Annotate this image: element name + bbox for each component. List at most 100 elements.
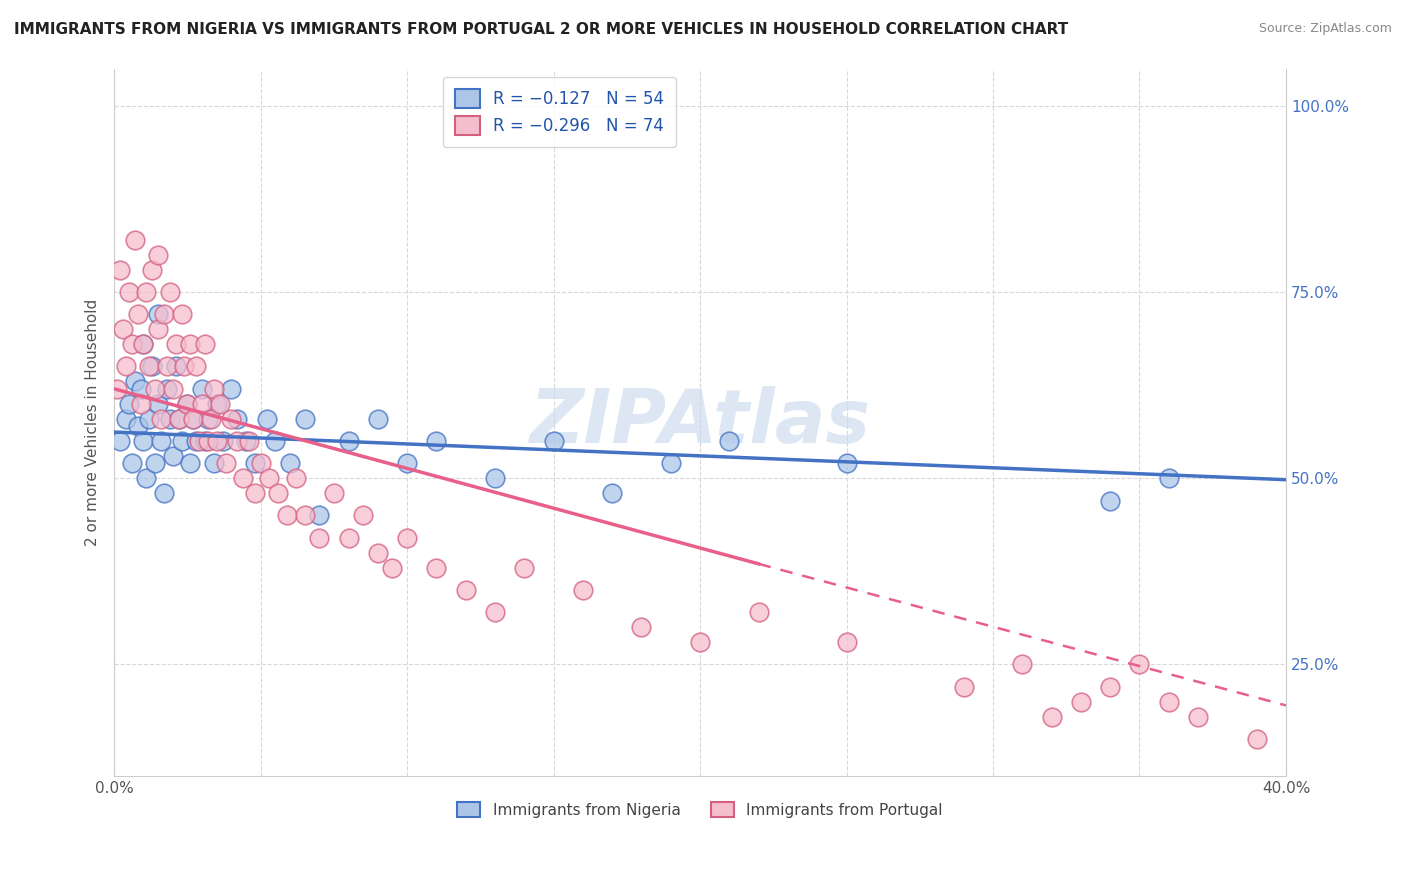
- Point: [1040, 709, 1063, 723]
- Point: [156, 359, 179, 374]
- Point: [322, 486, 344, 500]
- Point: [425, 560, 447, 574]
- Point: [226, 411, 249, 425]
- Point: [135, 285, 157, 299]
- Point: [243, 486, 266, 500]
- Legend: Immigrants from Nigeria, Immigrants from Portugal: Immigrants from Nigeria, Immigrants from…: [450, 794, 950, 825]
- Point: [194, 337, 217, 351]
- Point: [146, 248, 169, 262]
- Point: [425, 434, 447, 448]
- Point: [111, 322, 134, 336]
- Point: [543, 434, 565, 448]
- Point: [179, 456, 201, 470]
- Point: [484, 471, 506, 485]
- Point: [146, 307, 169, 321]
- Point: [176, 397, 198, 411]
- Point: [256, 411, 278, 425]
- Point: [202, 456, 225, 470]
- Point: [278, 456, 301, 470]
- Point: [367, 546, 389, 560]
- Point: [221, 411, 243, 425]
- Point: [146, 322, 169, 336]
- Text: IMMIGRANTS FROM NIGERIA VS IMMIGRANTS FROM PORTUGAL 2 OR MORE VEHICLES IN HOUSEH: IMMIGRANTS FROM NIGERIA VS IMMIGRANTS FR…: [14, 22, 1069, 37]
- Text: Source: ZipAtlas.com: Source: ZipAtlas.com: [1258, 22, 1392, 36]
- Point: [108, 262, 131, 277]
- Point: [718, 434, 741, 448]
- Point: [108, 434, 131, 448]
- Point: [308, 508, 330, 523]
- Point: [162, 449, 184, 463]
- Point: [165, 337, 187, 351]
- Point: [689, 635, 711, 649]
- Point: [264, 434, 287, 448]
- Point: [1099, 493, 1122, 508]
- Point: [121, 456, 143, 470]
- Point: [1070, 695, 1092, 709]
- Point: [156, 382, 179, 396]
- Point: [170, 307, 193, 321]
- Point: [367, 411, 389, 425]
- Point: [162, 382, 184, 396]
- Point: [118, 397, 141, 411]
- Point: [249, 456, 271, 470]
- Point: [381, 560, 404, 574]
- Y-axis label: 2 or more Vehicles in Household: 2 or more Vehicles in Household: [86, 299, 100, 546]
- Point: [267, 486, 290, 500]
- Point: [127, 419, 149, 434]
- Point: [294, 411, 316, 425]
- Point: [352, 508, 374, 523]
- Point: [221, 382, 243, 396]
- Point: [1157, 695, 1180, 709]
- Point: [211, 434, 233, 448]
- Point: [1011, 657, 1033, 672]
- Point: [454, 582, 477, 597]
- Point: [129, 397, 152, 411]
- Point: [200, 411, 222, 425]
- Point: [484, 605, 506, 619]
- Point: [194, 434, 217, 448]
- Point: [173, 359, 195, 374]
- Point: [124, 233, 146, 247]
- Point: [835, 635, 858, 649]
- Point: [337, 434, 360, 448]
- Point: [143, 382, 166, 396]
- Point: [572, 582, 595, 597]
- Text: ZIPAtlas: ZIPAtlas: [530, 386, 870, 458]
- Point: [121, 337, 143, 351]
- Point: [135, 471, 157, 485]
- Point: [952, 680, 974, 694]
- Point: [284, 471, 307, 485]
- Point: [167, 411, 190, 425]
- Point: [1246, 731, 1268, 746]
- Point: [132, 434, 155, 448]
- Point: [159, 285, 181, 299]
- Point: [170, 434, 193, 448]
- Point: [181, 411, 204, 425]
- Point: [1187, 709, 1209, 723]
- Point: [659, 456, 682, 470]
- Point: [259, 471, 281, 485]
- Point: [294, 508, 316, 523]
- Point: [1128, 657, 1150, 672]
- Point: [243, 456, 266, 470]
- Point: [235, 434, 257, 448]
- Point: [115, 411, 138, 425]
- Point: [1099, 680, 1122, 694]
- Point: [208, 397, 231, 411]
- Point: [191, 397, 214, 411]
- Point: [308, 531, 330, 545]
- Point: [276, 508, 298, 523]
- Point: [748, 605, 770, 619]
- Point: [141, 359, 163, 374]
- Point: [238, 434, 260, 448]
- Point: [153, 307, 176, 321]
- Point: [226, 434, 249, 448]
- Point: [186, 359, 208, 374]
- Point: [188, 434, 211, 448]
- Point: [337, 531, 360, 545]
- Point: [202, 382, 225, 396]
- Point: [115, 359, 138, 374]
- Point: [181, 411, 204, 425]
- Point: [214, 456, 236, 470]
- Point: [127, 307, 149, 321]
